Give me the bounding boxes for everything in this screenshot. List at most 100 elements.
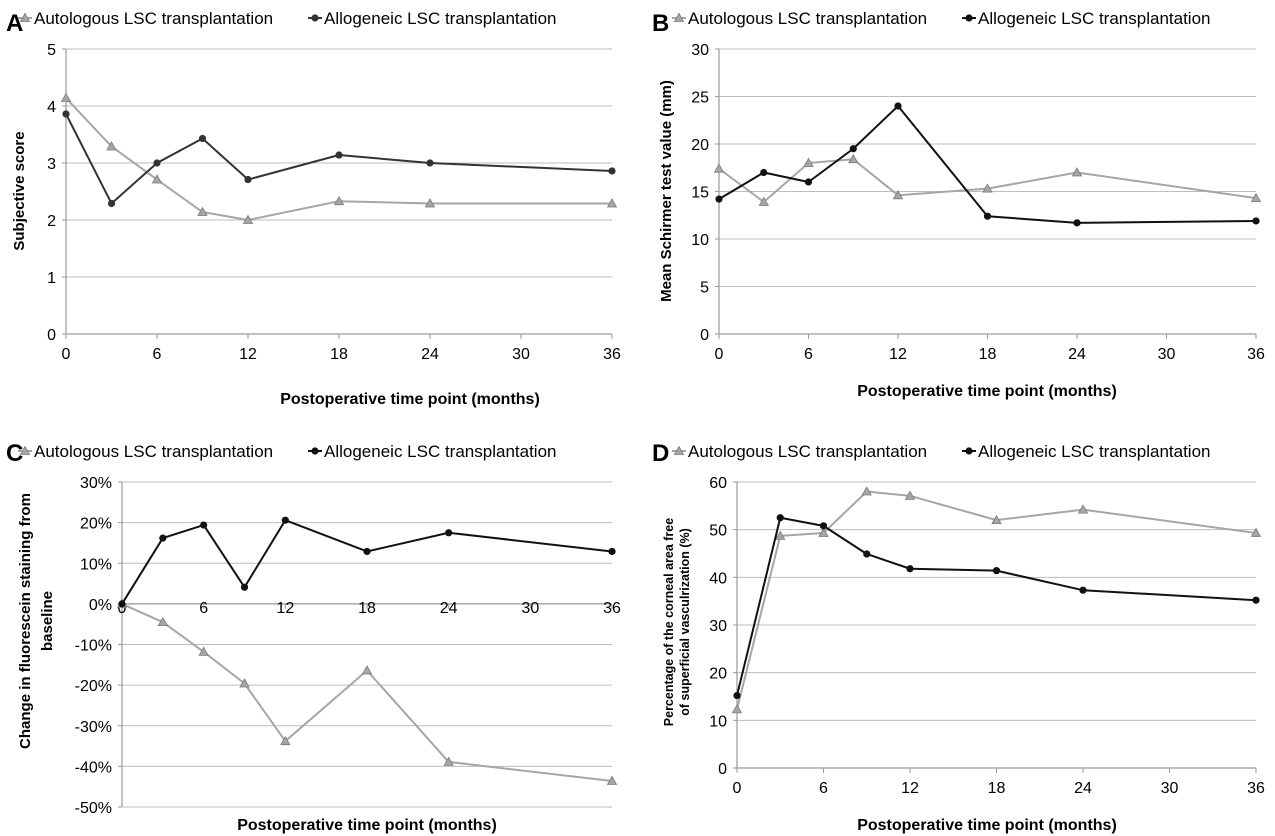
x-tick-label: 0 bbox=[733, 780, 742, 797]
panel-letter: B bbox=[652, 10, 669, 37]
panel-1-series-0-point-5 bbox=[982, 183, 993, 193]
panel-1-series-1-point-4 bbox=[894, 102, 902, 110]
panel-3-series-1-point-5 bbox=[992, 567, 1001, 575]
series-line-autologous bbox=[121, 602, 613, 782]
y-tick-label: 25 bbox=[691, 90, 709, 107]
x-tick-label: 30 bbox=[1158, 346, 1176, 363]
panel-0-series-1-point-0 bbox=[62, 110, 70, 118]
y-tick-label: -40% bbox=[75, 759, 112, 776]
x-tick-label: 30 bbox=[512, 346, 530, 363]
panel-2-series-0-point-6 bbox=[443, 756, 454, 766]
panel-0-series-1-point-legend bbox=[311, 14, 319, 22]
y-tick-label: 5 bbox=[47, 42, 56, 59]
panel-3-series-0-point-7 bbox=[1250, 527, 1262, 537]
panel-1-series-0-point-6 bbox=[1071, 167, 1083, 177]
panel-0-series-0-point-5 bbox=[333, 195, 345, 206]
y-axis-title: Change in fluorescein staining from basel… bbox=[17, 493, 56, 749]
y-tick-label: 20 bbox=[709, 666, 727, 683]
x-tick-label: 0 bbox=[715, 346, 724, 363]
panel-2-series-1-point-legend bbox=[311, 447, 319, 455]
panel-1-series-1-point-7 bbox=[1252, 217, 1260, 225]
legend-item-autologous: Autologous LSC transplantation bbox=[672, 9, 927, 28]
y-tick-label: -10% bbox=[75, 638, 112, 655]
legend-label: Autologous LSC transplantation bbox=[688, 442, 927, 461]
panel-2-series-0-point-4 bbox=[280, 735, 291, 746]
series-line-autologous bbox=[65, 97, 612, 221]
panel-3-series-1-point-6 bbox=[1079, 586, 1087, 594]
panel-3-series-1-point-2 bbox=[819, 522, 828, 530]
y-axis-title: Percentage of the corneal area free of su… bbox=[662, 518, 692, 726]
panel-2-series-1-point-1 bbox=[159, 534, 167, 542]
x-tick-label: 18 bbox=[979, 346, 997, 363]
y-tick-label: 50 bbox=[709, 523, 727, 540]
x-tick-label: 18 bbox=[988, 780, 1006, 797]
x-tick-label: 30 bbox=[1161, 780, 1179, 797]
panel-0-series-0-point-6 bbox=[424, 198, 436, 208]
panel-1-series-1-point-6 bbox=[1073, 219, 1081, 227]
x-tick-label: 12 bbox=[901, 780, 919, 797]
y-tick-label: 4 bbox=[47, 99, 56, 116]
panel-1-series-1-point-2 bbox=[804, 178, 813, 186]
series-line-autologous bbox=[736, 490, 1257, 710]
legend-label: Autologous LSC transplantation bbox=[34, 442, 273, 461]
legend-item-allogeneic: Allogeneic LSC transplantation bbox=[962, 9, 1210, 28]
chart-panel-B: B 0 5 10 15 20 25 30 0 6 12 18 24 30 36 Postoperative t… bbox=[652, 9, 1265, 400]
panel-letter: C bbox=[6, 440, 23, 467]
y-tick-label: 0 bbox=[718, 761, 727, 778]
panel-2-series-1-point-6 bbox=[445, 529, 453, 537]
panel-1-series-1-point-0 bbox=[715, 195, 723, 203]
y-tick-label: 1 bbox=[47, 270, 56, 287]
panel-1-series-0-point-1 bbox=[758, 196, 769, 206]
panel-2-series-1-point-2 bbox=[200, 521, 208, 529]
y-tick-label: 30 bbox=[691, 42, 709, 59]
legend-item-allogeneic: Allogeneic LSC transplantation bbox=[308, 9, 556, 28]
panel-3-series-0-point-0 bbox=[731, 704, 743, 714]
panel-1-series-1-point-legend bbox=[965, 14, 973, 22]
panel-1-series-0-point-3 bbox=[848, 153, 859, 164]
x-tick-label: 0 bbox=[62, 346, 71, 363]
series-line-allogeneic bbox=[718, 105, 1257, 224]
y-tick-label: -20% bbox=[75, 678, 112, 695]
y-tick-label: 30% bbox=[80, 475, 112, 492]
y-tick-label: -30% bbox=[75, 719, 112, 736]
x-tick-label: 36 bbox=[1247, 780, 1265, 797]
panel-0-series-0-point-2 bbox=[151, 174, 163, 184]
y-tick-label: 15 bbox=[691, 185, 709, 202]
x-axis-title: Postoperative time point (months) bbox=[280, 391, 540, 408]
panel-3-series-1-point-1 bbox=[776, 514, 784, 522]
y-tick-label: 0 bbox=[700, 327, 709, 344]
panel-1-series-0-point-7 bbox=[1250, 192, 1262, 203]
y-tick-label: 30 bbox=[709, 618, 727, 635]
panel-0-series-1-point-3 bbox=[198, 134, 207, 143]
y-tick-label: 20% bbox=[80, 516, 112, 533]
panel-3-series-0-point-1 bbox=[775, 530, 786, 540]
panel-0-series-1-point-6 bbox=[426, 159, 434, 167]
panel-2-series-0-point-5 bbox=[361, 665, 373, 675]
legend-label: Allogeneic LSC transplantation bbox=[324, 442, 556, 461]
chart-panel-D: D 0 10 20 30 40 50 60 0 6 12 18 24 30 36 Postoperative … bbox=[652, 440, 1265, 834]
x-axis-title: Postoperative time point (months) bbox=[857, 817, 1117, 834]
panel-2-series-1-point-4 bbox=[281, 516, 289, 524]
legend-label: Autologous LSC transplantation bbox=[34, 9, 273, 28]
panel-3-series-1-point-4 bbox=[906, 565, 914, 573]
panel-3-series-1-point-7 bbox=[1252, 596, 1260, 604]
panel-1-series-1-point-5 bbox=[983, 212, 992, 220]
x-tick-label: 24 bbox=[1074, 780, 1092, 797]
x-tick-label: 18 bbox=[330, 346, 348, 363]
panel-1-series-0-point-2 bbox=[803, 157, 814, 167]
panel-0-series-0-point-legend bbox=[19, 12, 31, 22]
panel-0-series-1-point-1 bbox=[107, 199, 116, 208]
panel-1-series-1-point-1 bbox=[760, 168, 768, 177]
panel-2-series-1-point-7 bbox=[608, 547, 616, 556]
x-tick-label: 12 bbox=[889, 346, 907, 363]
panel-3-series-0-point-3 bbox=[861, 486, 872, 496]
panel-3-series-1-point-0 bbox=[733, 691, 741, 700]
legend-item-autologous: Autologous LSC transplantation bbox=[18, 442, 273, 461]
panel-2-series-0-point-legend bbox=[19, 445, 31, 455]
y-axis-title: Mean Schirmer test value (mm) bbox=[658, 80, 675, 302]
series-line-allogeneic bbox=[65, 113, 613, 205]
y-tick-label: 10% bbox=[80, 556, 112, 573]
legend-label: Allogeneic LSC transplantation bbox=[978, 442, 1210, 461]
x-tick-label: 24 bbox=[1068, 346, 1086, 363]
